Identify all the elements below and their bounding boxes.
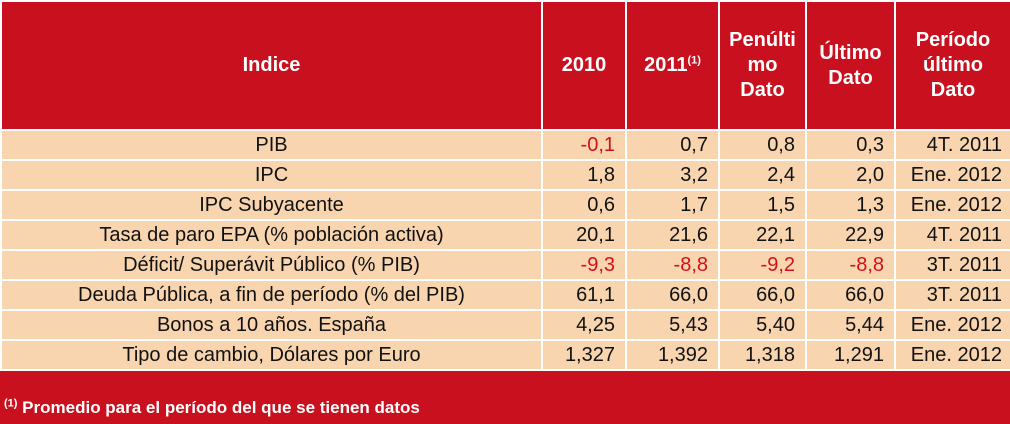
cell-ultimo: -8,8 (805, 249, 896, 281)
table-row: IPC 1,8 3,2 2,4 2,0 Ene. 2012 (0, 159, 1010, 191)
header-row: Indice 2010 2011(1) Penúlti mo Dato Últi… (0, 0, 1010, 131)
cell-penultimo: 2,4 (718, 159, 807, 191)
cell-periodo: 4T. 2011 (894, 219, 1010, 251)
row-label: Tipo de cambio, Dólares por Euro (0, 339, 543, 371)
cell-periodo: Ene. 2012 (894, 159, 1010, 191)
cell-2011: 3,2 (625, 159, 720, 191)
cell-ultimo: 0,3 (805, 129, 896, 161)
cell-penultimo: 1,318 (718, 339, 807, 371)
col-header-periodo: Período último Dato (894, 0, 1010, 131)
col-header-penultimo: Penúlti mo Dato (718, 0, 807, 131)
cell-penultimo: 1,5 (718, 189, 807, 221)
col-header-ultimo: Último Dato (805, 0, 896, 131)
cell-2011: 66,0 (625, 279, 720, 311)
row-label: Déficit/ Superávit Público (% PIB) (0, 249, 543, 281)
cell-penultimo: 22,1 (718, 219, 807, 251)
cell-ultimo: 22,9 (805, 219, 896, 251)
cell-penultimo: -9,2 (718, 249, 807, 281)
cell-ultimo: 5,44 (805, 309, 896, 341)
cell-2010: 20,1 (541, 219, 627, 251)
cell-periodo: Ene. 2012 (894, 339, 1010, 371)
cell-ultimo: 2,0 (805, 159, 896, 191)
row-label: Tasa de paro EPA (% población activa) (0, 219, 543, 251)
cell-penultimo: 5,40 (718, 309, 807, 341)
col-header-2010: 2010 (541, 0, 627, 131)
cell-2011: -8,8 (625, 249, 720, 281)
table-row: Tasa de paro EPA (% población activa) 20… (0, 219, 1010, 251)
cell-2011: 1,392 (625, 339, 720, 371)
footnote: (1) Promedio para el período del que se … (0, 392, 1010, 424)
cell-periodo: Ene. 2012 (894, 309, 1010, 341)
footnote-marker: (1) (687, 54, 701, 67)
cell-2010: 0,6 (541, 189, 627, 221)
row-label: PIB (0, 129, 543, 161)
cell-2011: 21,6 (625, 219, 720, 251)
footnote-text: Promedio para el período del que se tien… (17, 398, 420, 417)
cell-penultimo: 66,0 (718, 279, 807, 311)
table-row: PIB -0,1 0,7 0,8 0,3 4T. 2011 (0, 129, 1010, 161)
table-row: Tipo de cambio, Dólares por Euro 1,327 1… (0, 339, 1010, 371)
cell-2010: 4,25 (541, 309, 627, 341)
cell-2010: -9,3 (541, 249, 627, 281)
table-row: Bonos a 10 años. España 4,25 5,43 5,40 5… (0, 309, 1010, 341)
row-label: IPC Subyacente (0, 189, 543, 221)
cell-ultimo: 1,3 (805, 189, 896, 221)
footnote-mark: (1) (4, 397, 18, 410)
table-row: Deuda Pública, a fin de período (% del P… (0, 279, 1010, 311)
col-header-2011: 2011(1) (625, 0, 720, 131)
cell-periodo: Ene. 2012 (894, 189, 1010, 221)
col-header-indice: Indice (0, 0, 543, 131)
row-label: Bonos a 10 años. España (0, 309, 543, 341)
table-row: Déficit/ Superávit Público (% PIB) -9,3 … (0, 249, 1010, 281)
cell-ultimo: 66,0 (805, 279, 896, 311)
cell-ultimo: 1,291 (805, 339, 896, 371)
table-row: IPC Subyacente 0,6 1,7 1,5 1,3 Ene. 2012 (0, 189, 1010, 221)
cell-2010: -0,1 (541, 129, 627, 161)
cell-2011: 1,7 (625, 189, 720, 221)
cell-periodo: 4T. 2011 (894, 129, 1010, 161)
row-label: IPC (0, 159, 543, 191)
cell-2011: 5,43 (625, 309, 720, 341)
cell-periodo: 3T. 2011 (894, 249, 1010, 281)
cell-2010: 61,1 (541, 279, 627, 311)
economic-indicators-table: Indice 2010 2011(1) Penúlti mo Dato Últi… (0, 0, 1010, 371)
cell-penultimo: 0,8 (718, 129, 807, 161)
cell-2010: 1,327 (541, 339, 627, 371)
cell-2011: 0,7 (625, 129, 720, 161)
row-label: Deuda Pública, a fin de período (% del P… (0, 279, 543, 311)
cell-periodo: 3T. 2011 (894, 279, 1010, 311)
cell-2010: 1,8 (541, 159, 627, 191)
